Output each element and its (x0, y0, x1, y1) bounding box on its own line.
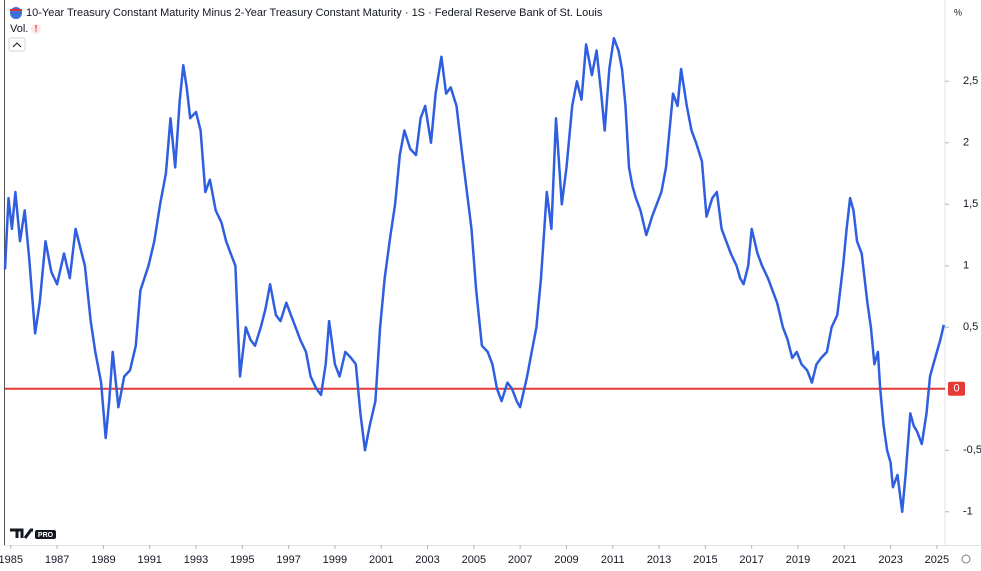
series-line (3, 36, 946, 514)
x-tick-label: 2013 (647, 554, 671, 566)
flag-stripe (10, 9, 22, 11)
x-tick-label: 2011 (601, 554, 625, 566)
chart-title: 10-Year Treasury Constant Maturity Minus… (26, 7, 603, 19)
unit-label: % (954, 7, 962, 17)
x-tick-label: 2015 (693, 554, 717, 566)
x-tick-label: 1987 (45, 554, 69, 566)
zero-label-box (948, 381, 965, 396)
y-tick-label: -1 (963, 506, 973, 518)
x-tick-label: 1993 (184, 554, 208, 566)
warning-icon (31, 24, 41, 34)
x-tick-label: 2025 (925, 554, 949, 566)
plot-area (3, 36, 946, 514)
x-tick-label: 1991 (137, 554, 161, 566)
collapse-button[interactable] (8, 37, 26, 52)
x-tick-label: 2021 (832, 554, 856, 566)
y-tick-label: -0,5 (963, 444, 981, 456)
x-tick-label: 2023 (878, 554, 902, 566)
x-tick-label: 2007 (508, 554, 532, 566)
x-tick-label: 1995 (230, 554, 254, 566)
x-tick-label: 2003 (415, 554, 439, 566)
x-tick-label: 2009 (554, 554, 578, 566)
volume-label: Vol. (10, 23, 28, 35)
y-tick-label: 1,5 (963, 198, 978, 210)
zero-label: 0 (953, 383, 959, 395)
x-tick-label: 2001 (369, 554, 393, 566)
x-tick-label: 1999 (323, 554, 347, 566)
settings-icon[interactable] (961, 554, 971, 564)
flag-icon (10, 7, 22, 19)
x-tick-label: 2005 (462, 554, 486, 566)
y-tick-label: 2,5 (963, 75, 978, 87)
x-tick-label: 1997 (276, 554, 300, 566)
x-tick-label: 1989 (91, 554, 115, 566)
logo-mark (10, 528, 33, 539)
x-tick-label: 2017 (739, 554, 763, 566)
collapse-icon (12, 42, 22, 48)
x-tick-label: 2019 (786, 554, 810, 566)
y-tick-label: 0,5 (963, 321, 978, 333)
y-tick-label: 1 (963, 260, 969, 272)
warning-mark: ! (35, 23, 38, 33)
y-tick-label: 2 (963, 137, 969, 149)
x-tick-label: 1985 (0, 554, 23, 566)
logo-badge (35, 530, 56, 539)
logo-text: PRO (38, 532, 54, 539)
